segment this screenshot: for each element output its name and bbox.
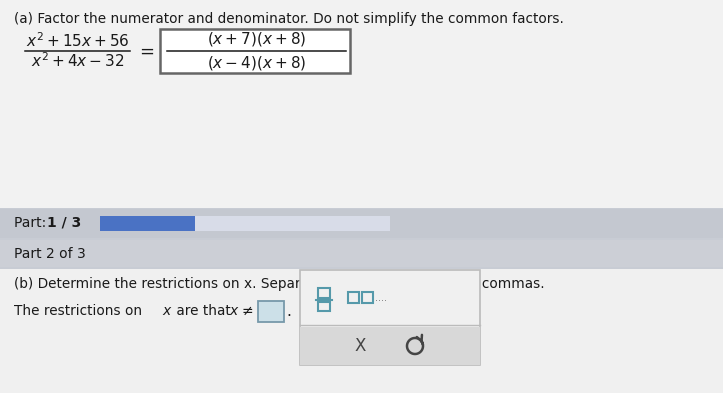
Text: X: X [354, 337, 366, 355]
Bar [0, 269, 723, 393]
Text: $x^2+4x-32$: $x^2+4x-32$ [31, 51, 124, 70]
Text: .: . [286, 305, 291, 320]
Bar [0, 0, 723, 208]
Bar [348, 292, 359, 303]
Bar [0, 240, 723, 267]
Bar [100, 216, 390, 231]
Bar [100, 216, 195, 231]
Bar [300, 327, 480, 365]
Text: $=$: $=$ [136, 42, 154, 60]
Text: $x^2+15x+56$: $x^2+15x+56$ [26, 32, 130, 50]
Text: $\neq$: $\neq$ [239, 304, 254, 318]
Text: Part 2 of 3: Part 2 of 3 [14, 247, 86, 261]
Bar [160, 29, 350, 73]
Text: (a) Factor the numerator and denominator. Do not simplify the common factors.: (a) Factor the numerator and denominator… [14, 12, 564, 26]
Text: 1 / 3: 1 / 3 [47, 216, 81, 230]
Text: are that: are that [172, 304, 235, 318]
Text: $x$: $x$ [229, 304, 240, 318]
Bar [300, 270, 480, 365]
Bar [318, 302, 330, 311]
Text: $x$: $x$ [162, 304, 173, 318]
Text: Part:: Part: [14, 216, 51, 230]
Bar [0, 209, 723, 238]
Bar [258, 301, 284, 322]
Text: $(x+7)(x+8)$: $(x+7)(x+8)$ [208, 30, 307, 48]
Text: The restrictions on: The restrictions on [14, 304, 147, 318]
Text: $(x-4)(x+8)$: $(x-4)(x+8)$ [208, 54, 307, 72]
Bar [362, 292, 373, 303]
Text: ....: .... [375, 293, 387, 303]
Text: (b) Determine the restrictions on x. Separate multiple answers with commas.: (b) Determine the restrictions on x. Sep… [14, 277, 544, 291]
Bar [318, 288, 330, 298]
